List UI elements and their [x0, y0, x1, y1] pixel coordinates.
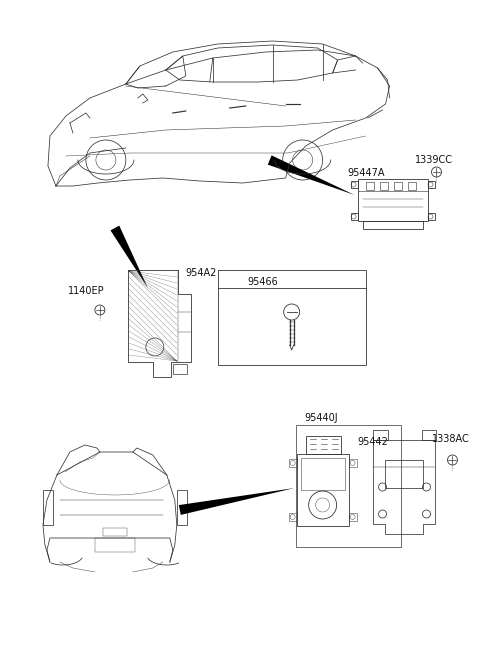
Bar — [366, 182, 373, 190]
Bar — [428, 181, 434, 188]
Text: 95447A: 95447A — [348, 168, 385, 178]
Bar — [384, 460, 422, 488]
Bar — [306, 436, 341, 454]
Bar — [421, 430, 436, 440]
Polygon shape — [110, 226, 148, 288]
Bar — [380, 182, 387, 190]
Bar — [43, 490, 53, 525]
Bar — [350, 181, 358, 188]
Bar — [288, 513, 297, 521]
Bar — [300, 458, 345, 490]
Bar — [177, 490, 187, 525]
Bar — [394, 182, 402, 190]
Polygon shape — [179, 488, 295, 515]
Bar — [297, 454, 348, 526]
Bar — [358, 179, 428, 221]
Text: 95442: 95442 — [358, 437, 388, 447]
Bar — [103, 528, 127, 536]
Text: 1339CC: 1339CC — [415, 155, 453, 165]
Text: 95466: 95466 — [248, 277, 278, 287]
Bar — [218, 270, 366, 365]
Polygon shape — [268, 155, 355, 195]
Bar — [348, 459, 357, 467]
Bar — [348, 513, 357, 521]
Bar — [408, 182, 416, 190]
Bar — [95, 538, 135, 552]
Bar — [372, 430, 387, 440]
Bar — [362, 221, 422, 229]
Text: 1140EP: 1140EP — [68, 286, 105, 296]
Text: 95440J: 95440J — [305, 413, 338, 423]
Bar — [296, 425, 400, 547]
Text: 954A2: 954A2 — [186, 268, 217, 278]
Bar — [173, 364, 187, 374]
Bar — [428, 213, 434, 220]
Text: 1338AC: 1338AC — [432, 434, 469, 444]
Bar — [350, 213, 358, 220]
Bar — [288, 459, 297, 467]
